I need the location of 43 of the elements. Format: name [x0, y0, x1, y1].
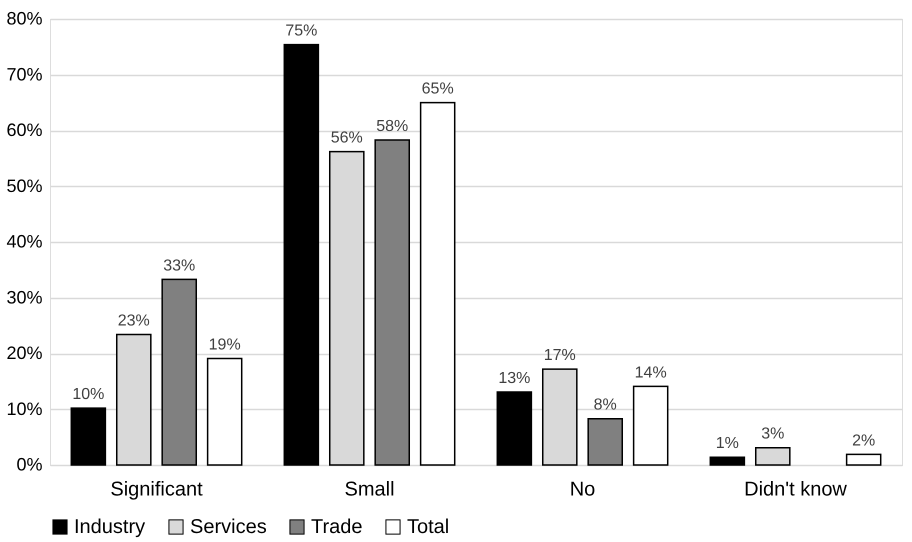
bar: [496, 391, 532, 466]
data-label: 8%: [594, 396, 617, 414]
data-label: 3%: [761, 426, 784, 443]
legend-label: Industry: [74, 516, 146, 538]
bar: [70, 407, 106, 466]
y-tick-label: 80%: [6, 8, 42, 28]
y-tick-label: 20%: [6, 343, 42, 363]
x-tick-label: Significant: [110, 478, 204, 500]
bar: [420, 102, 456, 466]
data-label: 19%: [208, 336, 241, 354]
bar: [284, 44, 320, 466]
y-tick-label: 40%: [6, 232, 42, 252]
legend-label: Services: [190, 516, 267, 538]
bar: [374, 139, 410, 466]
data-label: 14%: [634, 364, 667, 382]
data-label: 75%: [285, 22, 318, 40]
data-label: 1%: [716, 435, 739, 452]
bar: [206, 358, 242, 466]
y-tick-label: 30%: [6, 287, 42, 308]
y-tick-label: 70%: [6, 64, 42, 84]
bar: [846, 454, 882, 466]
bar: [161, 278, 198, 466]
data-label: 58%: [376, 118, 408, 135]
data-label: 13%: [498, 370, 530, 387]
bar: [632, 386, 668, 466]
y-tick-label: 0%: [16, 454, 42, 474]
data-label: 10%: [72, 386, 104, 404]
bar: [587, 418, 624, 466]
x-tick-label: No: [570, 478, 596, 500]
data-label: 23%: [118, 312, 150, 330]
x-tick-label: Didn't know: [744, 478, 848, 500]
legend-label: Total: [407, 516, 450, 538]
y-tick-label: 10%: [6, 398, 42, 419]
bar: [710, 456, 746, 466]
data-label: 2%: [852, 432, 876, 450]
y-tick-label: 60%: [6, 120, 42, 140]
legend-label: Trade: [311, 516, 363, 538]
y-tick-label: 50%: [6, 176, 42, 196]
data-label: 33%: [163, 257, 196, 274]
data-label: 65%: [422, 80, 454, 98]
x-tick-label: Small: [344, 478, 395, 500]
data-label: 17%: [544, 347, 576, 364]
data-label: 56%: [330, 130, 363, 147]
